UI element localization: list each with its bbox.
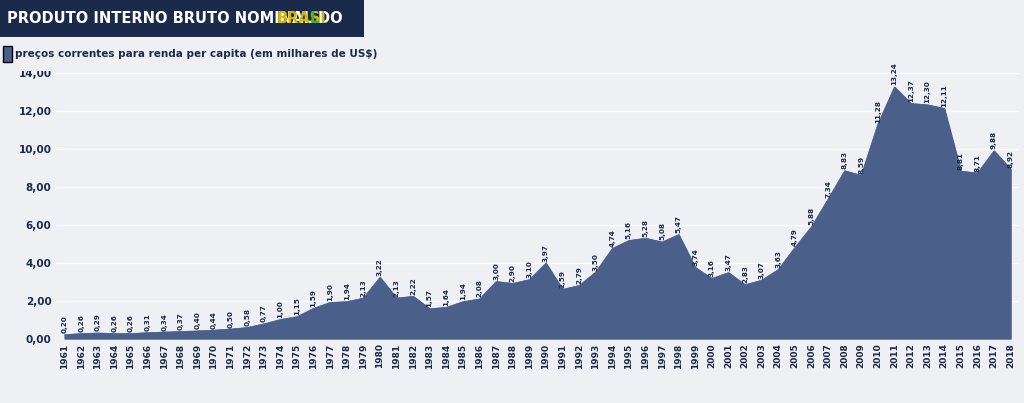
Text: 1,94: 1,94 (460, 282, 466, 300)
Text: 2,13: 2,13 (360, 279, 367, 297)
Text: 3,10: 3,10 (526, 260, 532, 278)
Text: 2,79: 2,79 (577, 266, 582, 284)
Text: 0,31: 0,31 (144, 314, 151, 331)
Text: 12,30: 12,30 (925, 81, 931, 103)
Text: 3,16: 3,16 (709, 259, 715, 277)
Text: 3,07: 3,07 (759, 261, 765, 279)
Text: 7,34: 7,34 (825, 180, 831, 197)
Text: 0,44: 0,44 (211, 311, 217, 328)
Text: 5,88: 5,88 (808, 207, 814, 225)
Text: BRASI: BRASI (278, 11, 327, 26)
Text: 5,08: 5,08 (659, 222, 665, 241)
Text: 8,71: 8,71 (975, 154, 980, 172)
Text: 8,83: 8,83 (842, 151, 848, 169)
Text: 1,59: 1,59 (310, 289, 316, 307)
Text: 0,26: 0,26 (112, 314, 118, 332)
Text: 0,37: 0,37 (178, 312, 183, 330)
Text: 5,28: 5,28 (642, 219, 648, 237)
Text: 3,74: 3,74 (692, 248, 698, 266)
Text: 13,24: 13,24 (892, 63, 897, 85)
Text: 3,00: 3,00 (494, 262, 499, 280)
Text: 0,40: 0,40 (195, 312, 201, 329)
Text: 3,50: 3,50 (593, 253, 599, 270)
Text: 12,11: 12,11 (941, 84, 947, 107)
Text: preços correntes para renda per capita (em milhares de US$): preços correntes para renda per capita (… (14, 49, 377, 59)
Text: 1,15: 1,15 (294, 297, 300, 315)
Text: L: L (309, 11, 319, 26)
Text: 0,26: 0,26 (78, 314, 84, 332)
Text: 8,81: 8,81 (957, 152, 964, 170)
Text: 8,92: 8,92 (1008, 150, 1014, 168)
Text: 3,63: 3,63 (775, 250, 781, 268)
Text: 9,88: 9,88 (991, 131, 997, 149)
Text: PRODUTO INTERNO BRUTO NOMINAL DO: PRODUTO INTERNO BRUTO NOMINAL DO (6, 11, 347, 26)
Text: 1,00: 1,00 (278, 300, 284, 318)
Text: 1,57: 1,57 (427, 289, 433, 307)
Text: 2,13: 2,13 (393, 279, 399, 297)
Text: 3,22: 3,22 (377, 258, 383, 276)
Text: 4,79: 4,79 (792, 228, 798, 246)
Text: 2,22: 2,22 (411, 277, 416, 295)
Text: 5,16: 5,16 (626, 221, 632, 239)
Text: 1,90: 1,90 (327, 283, 333, 301)
Text: 3,97: 3,97 (543, 244, 549, 262)
Text: 8,59: 8,59 (858, 156, 864, 174)
Text: 2,59: 2,59 (559, 270, 565, 288)
Text: 0,20: 0,20 (61, 316, 68, 333)
Text: 1,64: 1,64 (443, 288, 450, 306)
Text: 0,50: 0,50 (227, 310, 233, 328)
Text: 0,34: 0,34 (161, 313, 167, 330)
Text: 0,26: 0,26 (128, 314, 134, 332)
FancyBboxPatch shape (3, 46, 11, 62)
Text: 0,58: 0,58 (244, 308, 250, 326)
Text: 1,94: 1,94 (344, 282, 350, 300)
Text: 2,08: 2,08 (476, 280, 482, 297)
Text: 4,74: 4,74 (609, 229, 615, 247)
Text: 2,90: 2,90 (510, 264, 516, 282)
Text: 3,47: 3,47 (725, 253, 731, 271)
Text: 11,28: 11,28 (874, 100, 881, 123)
Text: 5,47: 5,47 (676, 215, 682, 233)
Text: 0,77: 0,77 (261, 305, 267, 322)
Text: 12,37: 12,37 (908, 79, 914, 102)
Text: 0,29: 0,29 (95, 314, 100, 332)
Text: 2,83: 2,83 (742, 265, 749, 283)
